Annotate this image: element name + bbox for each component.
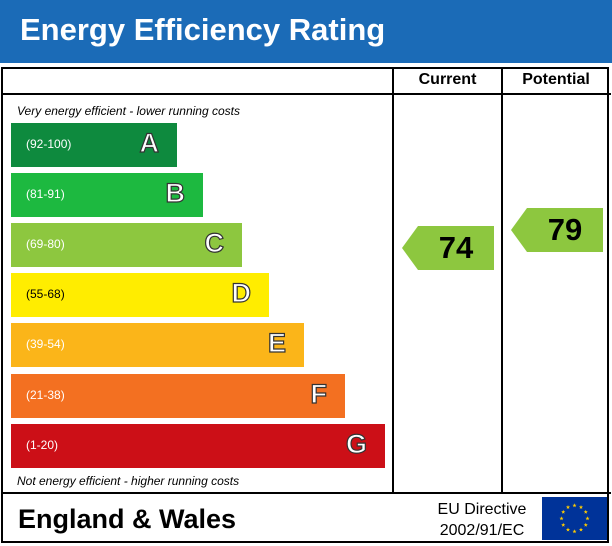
note-efficient: Very energy efficient - lower running co… bbox=[17, 104, 240, 118]
band-range-label: (69-80) bbox=[26, 237, 65, 251]
eu-star-icon bbox=[572, 529, 577, 534]
rating-band-c: (69-80) C bbox=[11, 223, 242, 267]
rating-band-e: (39-54) E bbox=[11, 323, 304, 367]
directive-line-2: 2002/91/EC bbox=[439, 522, 525, 539]
note-inefficient: Not energy efficient - higher running co… bbox=[17, 474, 240, 488]
band-range-label: (39-54) bbox=[26, 337, 65, 351]
page-title: Energy Efficiency Rating bbox=[20, 12, 386, 47]
band-letter: G bbox=[345, 428, 367, 459]
eu-flag-icon bbox=[542, 497, 607, 540]
current-rating-arrow: 74 bbox=[402, 226, 494, 270]
band-letter: C bbox=[204, 227, 225, 258]
column-header-potential: Potential bbox=[522, 71, 590, 88]
column-header-current: Current bbox=[418, 71, 477, 88]
eu-star-icon bbox=[578, 505, 584, 510]
header-divider bbox=[1, 93, 611, 95]
current-arrow-shape bbox=[402, 226, 494, 270]
band-letter: B bbox=[165, 177, 186, 208]
eu-star-icon bbox=[578, 527, 584, 532]
eu-star-icon bbox=[559, 516, 564, 521]
potential-rating-arrow: 79 bbox=[511, 208, 603, 252]
band-range-label: (92-100) bbox=[26, 137, 72, 151]
band-letter: F bbox=[310, 378, 328, 409]
rating-band-a: (92-100) A bbox=[11, 123, 177, 167]
band-range-label: (1-20) bbox=[26, 438, 59, 452]
region-label: England & Wales bbox=[18, 504, 237, 534]
title-bar: Energy Efficiency Rating bbox=[0, 0, 612, 63]
eu-star-icon bbox=[583, 522, 588, 527]
directive-line-1: EU Directive bbox=[437, 501, 527, 518]
potential-arrow-shape bbox=[511, 208, 603, 252]
rating-band-f: (21-38) F bbox=[11, 374, 345, 418]
eu-star-icon bbox=[585, 516, 590, 521]
eu-star-icon bbox=[561, 509, 566, 514]
current-rating-value: 74 bbox=[438, 230, 474, 265]
eu-star-icon bbox=[583, 509, 588, 514]
eu-star-icon bbox=[565, 505, 571, 510]
rating-frame bbox=[1, 67, 609, 543]
eu-star-icon bbox=[565, 527, 571, 532]
band-letter: A bbox=[139, 127, 160, 158]
rating-band-d: (55-68) D bbox=[11, 273, 269, 317]
eu-star-icon bbox=[572, 503, 577, 508]
eu-directive: EU Directive 2002/91/EC bbox=[420, 499, 544, 541]
band-letter: E bbox=[267, 327, 286, 358]
potential-rating-value: 79 bbox=[547, 212, 583, 247]
band-range-label: (21-38) bbox=[26, 388, 65, 402]
band-range-label: (81-91) bbox=[26, 187, 65, 201]
band-range-label: (55-68) bbox=[26, 287, 65, 301]
rating-band-g: (1-20) G bbox=[11, 424, 385, 468]
eu-star-icon bbox=[561, 522, 566, 527]
rating-band-b: (81-91) B bbox=[11, 173, 203, 217]
band-letter: D bbox=[231, 277, 252, 308]
column-divider-current bbox=[392, 67, 394, 494]
column-divider-potential bbox=[501, 67, 503, 494]
footer-divider bbox=[1, 492, 611, 494]
